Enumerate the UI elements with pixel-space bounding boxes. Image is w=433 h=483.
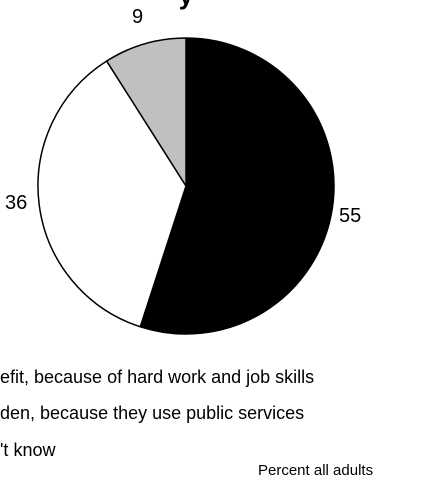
pie-slice-dont-know [105, 37, 187, 187]
slice-value-label-9: 9 [132, 6, 143, 28]
legend-item-burden: den, because they use public services [0, 403, 304, 423]
chart-title-fragment: y [179, 0, 194, 10]
pie-slices [37, 37, 335, 335]
legend-item-dont-know: 't know [0, 440, 56, 460]
slice-value-label-55: 55 [339, 205, 361, 227]
slice-value-label-36: 36 [5, 192, 27, 214]
pie-slice-benefit [139, 37, 335, 335]
note-percent-all-adults: Percent all adults [258, 462, 373, 479]
pie-slice-burden [37, 60, 187, 328]
legend-item-benefit: efit, because of hard work and job skill… [0, 367, 314, 387]
